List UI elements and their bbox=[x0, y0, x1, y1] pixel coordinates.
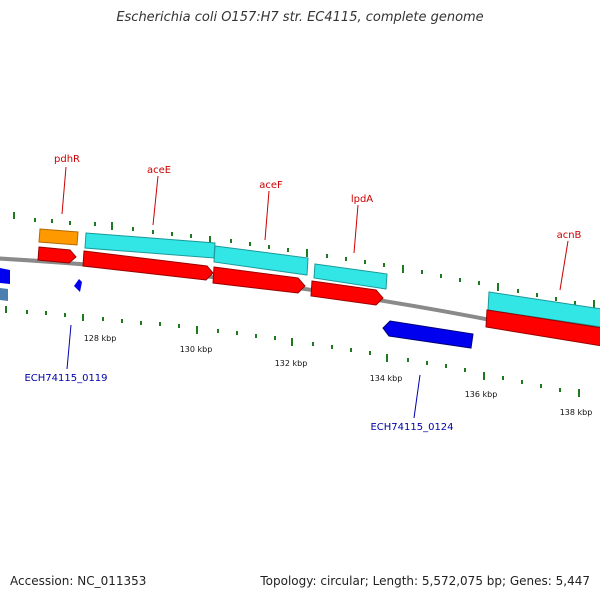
genome-stats-text: Topology: circular; Length: 5,572,075 bp… bbox=[260, 574, 590, 588]
gene-lane bbox=[38, 228, 600, 328]
tick-label-128: 128 kbp bbox=[84, 334, 117, 343]
cds-arrow bbox=[37, 246, 77, 264]
accession-text: Accession: NC_011353 bbox=[10, 574, 147, 588]
outer-tick-ring bbox=[13, 212, 595, 308]
gene-bar-pdhR bbox=[38, 228, 79, 246]
locus-label-0124[interactable]: ECH74115_0124 bbox=[370, 422, 453, 433]
cds-lane-forward bbox=[37, 246, 600, 347]
tick-label-134: 134 kbp bbox=[370, 374, 403, 383]
gene-label-pdhR[interactable]: pdhR bbox=[54, 154, 80, 165]
gene-label-lpdA[interactable]: lpdA bbox=[351, 194, 373, 205]
cds-arrow-small-blue bbox=[74, 279, 82, 292]
cds-arrow-left-edge-steel bbox=[0, 288, 8, 301]
gene-label-leaders bbox=[61, 166, 569, 291]
tick-label-138: 138 kbp bbox=[560, 408, 593, 417]
gene-label-aceE[interactable]: aceE bbox=[147, 165, 171, 176]
cds-arrow bbox=[212, 266, 306, 294]
inner-tick-ring bbox=[5, 306, 580, 397]
tick-label-130: 130 kbp bbox=[180, 345, 213, 354]
tick-label-136: 136 kbp bbox=[465, 390, 498, 399]
cds-arrow bbox=[485, 309, 600, 347]
locus-label-leaders bbox=[66, 324, 421, 419]
gene-label-aceF[interactable]: aceF bbox=[259, 180, 283, 191]
cds-arrow bbox=[82, 250, 214, 281]
cds-arrow-left-edge bbox=[0, 268, 10, 284]
map-title: Escherichia coli O157:H7 str. EC4115, co… bbox=[116, 10, 484, 25]
tick-label-132: 132 kbp bbox=[275, 359, 308, 368]
gene-bar-acnB bbox=[487, 291, 600, 328]
gene-bar-lpdA bbox=[313, 263, 388, 290]
gene-bar-aceF bbox=[213, 245, 309, 276]
gene-label-acnB[interactable]: acnB bbox=[557, 230, 582, 241]
locus-label-0119[interactable]: ECH74115_0119 bbox=[24, 373, 107, 384]
cds-arrow bbox=[310, 280, 384, 306]
cds-arrow-reverse bbox=[382, 320, 474, 349]
